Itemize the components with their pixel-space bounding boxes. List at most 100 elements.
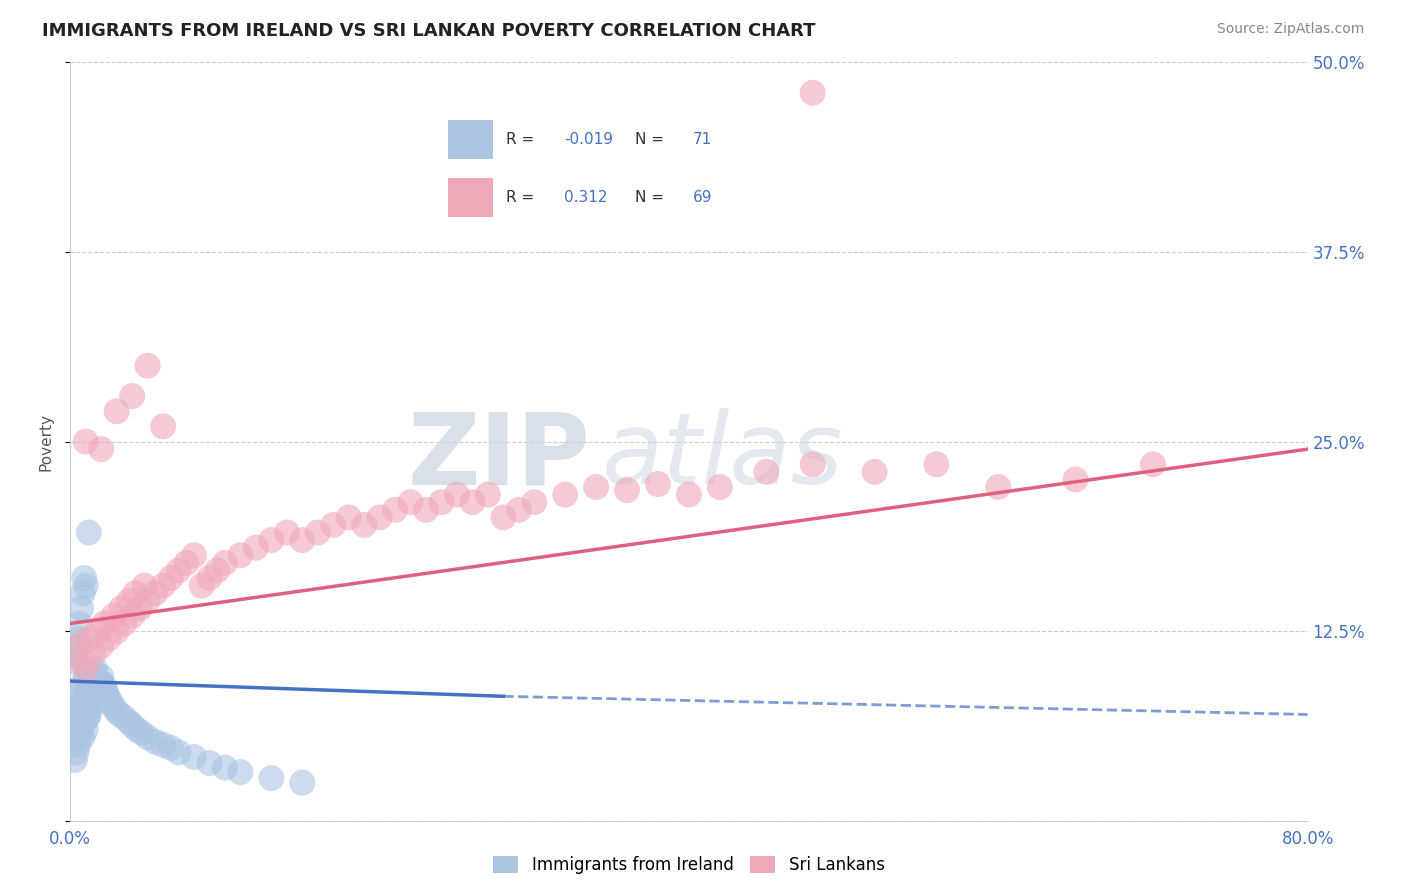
- Point: [291, 533, 314, 548]
- Point: [69, 616, 91, 631]
- Point: [152, 579, 174, 593]
- Point: [77, 680, 100, 694]
- Point: [121, 718, 143, 732]
- Point: [214, 556, 236, 570]
- Point: [114, 710, 135, 724]
- Point: [76, 690, 98, 704]
- Point: [94, 685, 117, 699]
- Point: [73, 692, 96, 706]
- Point: [87, 680, 110, 694]
- Point: [174, 556, 197, 570]
- Point: [110, 601, 132, 615]
- Point: [79, 699, 101, 714]
- Point: [89, 674, 111, 689]
- Y-axis label: Poverty: Poverty: [38, 412, 53, 471]
- Point: [86, 685, 108, 699]
- Point: [477, 487, 499, 501]
- Point: [62, 655, 84, 669]
- Point: [461, 495, 484, 509]
- Point: [118, 715, 141, 730]
- Point: [75, 662, 97, 676]
- Point: [79, 674, 101, 689]
- Point: [70, 601, 93, 615]
- Point: [368, 510, 391, 524]
- Point: [84, 662, 107, 676]
- Point: [125, 723, 148, 737]
- Point: [90, 442, 112, 457]
- Point: [415, 503, 437, 517]
- Point: [118, 594, 141, 608]
- Point: [98, 692, 120, 706]
- Point: [131, 725, 153, 739]
- Point: [198, 756, 221, 770]
- Point: [384, 503, 406, 517]
- Point: [183, 548, 205, 563]
- Point: [260, 771, 283, 785]
- Point: [291, 776, 314, 790]
- Point: [322, 517, 344, 532]
- Point: [65, 746, 87, 760]
- Point: [145, 586, 166, 600]
- Point: [987, 480, 1010, 494]
- Point: [69, 730, 91, 744]
- Point: [63, 753, 86, 767]
- Point: [80, 669, 103, 683]
- Point: [98, 632, 120, 646]
- Point: [73, 715, 96, 730]
- Point: [136, 594, 159, 608]
- Point: [260, 533, 283, 548]
- Point: [75, 434, 97, 449]
- Point: [67, 685, 90, 699]
- Point: [863, 465, 886, 479]
- Point: [62, 723, 84, 737]
- Point: [93, 616, 115, 631]
- Point: [124, 586, 146, 600]
- Point: [87, 624, 110, 639]
- Point: [73, 571, 96, 585]
- Point: [75, 699, 97, 714]
- Point: [136, 730, 159, 744]
- Point: [152, 419, 174, 434]
- Point: [801, 458, 824, 472]
- Point: [337, 510, 360, 524]
- Point: [105, 404, 128, 418]
- Point: [191, 579, 214, 593]
- Point: [114, 616, 135, 631]
- Point: [80, 695, 103, 709]
- Point: [167, 746, 190, 760]
- Point: [307, 525, 329, 540]
- Point: [93, 680, 115, 694]
- Point: [134, 579, 156, 593]
- Point: [69, 699, 91, 714]
- Point: [925, 458, 948, 472]
- Point: [160, 571, 183, 585]
- Point: [72, 677, 94, 691]
- Text: atlas: atlas: [602, 409, 844, 505]
- Point: [90, 639, 112, 653]
- Text: ZIP: ZIP: [408, 409, 591, 505]
- Point: [75, 579, 97, 593]
- Point: [446, 487, 468, 501]
- Point: [82, 665, 105, 679]
- Point: [492, 510, 515, 524]
- Point: [75, 723, 97, 737]
- Point: [67, 707, 90, 722]
- Point: [160, 740, 183, 755]
- Point: [82, 647, 105, 661]
- Point: [145, 735, 166, 749]
- Point: [183, 750, 205, 764]
- Point: [103, 699, 125, 714]
- Point: [76, 710, 98, 724]
- Point: [554, 487, 576, 501]
- Point: [72, 707, 94, 722]
- Point: [108, 707, 131, 722]
- Point: [70, 723, 93, 737]
- Point: [75, 669, 97, 683]
- Point: [77, 525, 100, 540]
- Point: [430, 495, 453, 509]
- Point: [121, 608, 143, 623]
- Point: [353, 517, 375, 532]
- Point: [72, 730, 94, 744]
- Point: [801, 86, 824, 100]
- Point: [77, 632, 100, 646]
